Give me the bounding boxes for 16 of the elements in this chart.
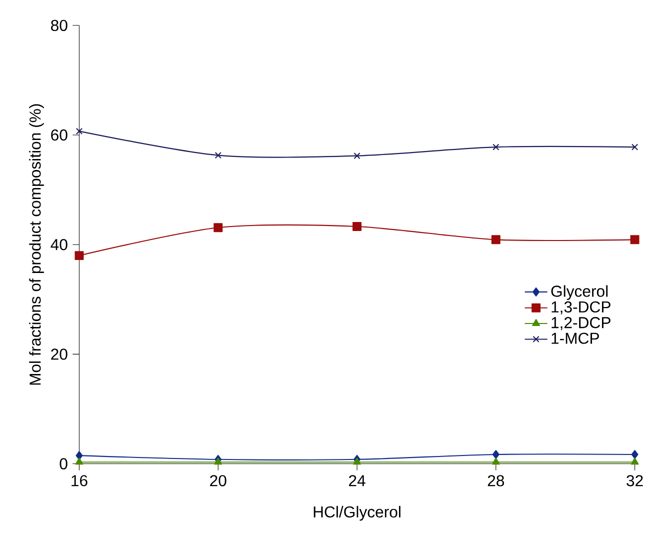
y-axis-title: Mol fractions of product composition (%): [29, 104, 44, 385]
x-tick-label: 32: [626, 475, 643, 486]
x-axis-title: HCl/Glycerol: [314, 506, 400, 521]
y-tick-label: 40: [50, 239, 68, 250]
legend-label: 1,3-DCP: [552, 301, 610, 315]
x-tick-label: 24: [348, 475, 366, 486]
y-tick-label: 0: [60, 458, 68, 470]
legend-label: Glycerol: [551, 285, 608, 300]
y-tick-label: 20: [51, 348, 68, 360]
y-tick-label: 80: [51, 20, 68, 32]
x-tick-label: 16: [72, 475, 88, 486]
legend-label: 1,2-DCP: [552, 317, 610, 330]
x-tick-label: 20: [210, 475, 226, 486]
y-tick-label: 60: [51, 130, 68, 141]
x-tick-label: 28: [488, 475, 504, 486]
legend-label: 1-MCP: [552, 332, 599, 344]
